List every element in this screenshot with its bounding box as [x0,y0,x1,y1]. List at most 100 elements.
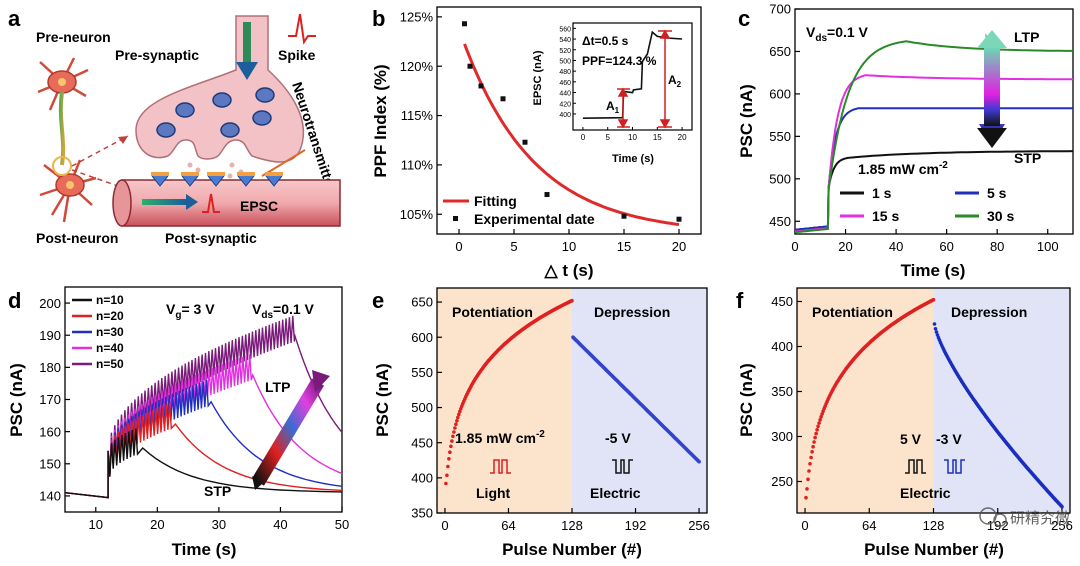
panel-c-intensity-annotation: 1.85 mW cm-2 [858,160,948,177]
panel-b-data-point [467,63,473,69]
panel-a: a Pre-neuron Pre-synaptic [8,6,341,246]
legend-fitting: Fitting [474,193,517,209]
legend-30s: 30 s [987,208,1014,224]
panel-e-potentiation-point [570,298,574,303]
panel-e-ytick-label: 650 [411,295,433,310]
panel-e-potentiation-point [447,457,451,461]
panel-f-potentiation-point [807,469,811,473]
panel-e-ytick-label: 550 [411,365,433,380]
panel-f-depression-region [933,288,1070,513]
legend-n30: n=30 [96,325,124,339]
panel-c-ytick-label: 650 [769,44,791,59]
panel-f-ytick-label: 400 [771,339,793,354]
panel-c-xlabel: Time (s) [901,261,966,280]
panel-c: c 0 20 40 60 80 100 450 500 550 600 650 700 PSC (nA… [737,2,1074,280]
negative-pulse-icon [944,459,965,474]
panel-f-depression-label: Depression [951,304,1027,320]
positive-pulse-icon [905,459,926,474]
panel-c-xtick-label: 80 [990,239,1004,254]
pre-synaptic-label: Pre-synaptic [115,47,199,63]
panel-b-ytick-label: 125% [400,10,434,25]
inset-xtick-label: 0 [581,133,586,142]
panel-f-xtick-label: 128 [923,518,945,533]
panel-f-ytick-label: 350 [771,384,793,399]
panel-d-series-n50 [64,315,343,499]
panel-b-fitting-curve [463,43,680,226]
inset-xtick-label: 5 [605,133,610,142]
panel-f-depression-point [933,327,938,331]
electric-pulse-icon [612,459,633,474]
panel-e-potentiation-point [446,464,450,469]
post-neuron-cell-icon [39,156,97,223]
panel-f-xtick-label: 0 [801,518,808,533]
panel-e-xtick-label: 256 [688,518,710,533]
panel-e-voltage: -5 V [605,430,631,446]
inset-ytick-label: 400 [559,112,571,119]
panel-d-ticks: 10 20 30 40 50 140 150 160 170 180 190 200 [39,296,349,532]
inset-ytick-label: 480 [559,69,571,76]
panel-a-label: a [8,6,21,31]
panel-d-xlabel: Time (s) [172,540,237,559]
inset-dt-annotation: Δt=0.5 s [582,34,629,48]
panel-d-ytick-label: 140 [39,489,61,504]
panel-d-ytick-label: 150 [39,456,61,471]
panel-c-vds-annotation: Vds=0.1 V [806,24,869,44]
inset-ytick-label: 540 [559,37,571,44]
pre-neuron-label: Pre-neuron [36,29,111,45]
panel-c-ytick-label: 700 [769,2,791,17]
panel-c-label: c [738,6,750,31]
panel-b-ytick-label: 110% [401,158,434,173]
panel-b-ticks: 0 5 10 15 20 105% 110% 115% 120% 125% [400,10,686,254]
panel-b-data-point [462,21,467,27]
inset-xtick-label: 10 [628,133,637,142]
panel-f-negative-voltage: -3 V [936,431,962,447]
spike-label: Spike [278,47,316,63]
panel-e-depression-point [697,459,701,464]
panel-e-ytick-label: 450 [411,435,433,450]
panel-f-potentiation-point [808,462,812,466]
panel-d-label: d [8,288,21,313]
panel-f-depression-point [935,333,940,337]
panel-e-potentiation-region [437,288,572,513]
panel-f-xlabel: Pulse Number (#) [864,540,1004,559]
inset-ytick-label: 500 [559,58,571,65]
panel-f-xtick-label: 64 [862,518,876,533]
panel-f-potentiation-point [814,431,818,436]
panel-f-potentiation-point [818,418,822,422]
panel-f-potentiation-point [813,435,817,440]
watermark-text: 研精究微 [1010,510,1070,527]
panel-e-ytick-label: 600 [411,330,433,345]
inset-xtick-label: 15 [653,133,662,142]
panel-c-stp-label: STP [1014,150,1041,166]
panel-b-data-point [621,213,627,219]
panel-f-potentiation-point [817,421,821,425]
panel-c-ytick-label: 600 [769,87,791,102]
panel-b-data-point [500,96,506,102]
panel-f-potentiation-point [812,440,816,444]
panel-e-potentiation-point [453,426,457,430]
legend-n10: n=10 [96,293,124,307]
panel-e-potentiation-point [454,422,458,427]
legend-experimental-swatch [453,216,458,221]
panel-b-ytick-label: 115% [401,108,434,123]
panel-f-potentiation-point [809,455,813,460]
zoom-connector-bottom [71,169,119,187]
panel-e-potentiation-point [455,419,459,423]
panel-e: e 0 64 128 192 256 350 400 450 500 550 600 650 PSC … [372,287,710,559]
panel-f-positive-voltage: 5 V [900,431,922,447]
panel-d-ytick-label: 170 [39,392,61,407]
panel-b-data-point [522,139,528,145]
panel-b-xtick-label: 20 [672,239,686,254]
panel-f-potentiation-point [819,415,823,419]
panel-b-inset-ticks: 0 5 10 15 20 400 420 440 460 480 500 520 540 560 [559,26,687,142]
panel-f-potentiation-point [931,297,936,302]
panel-d-series-n10 [64,428,343,499]
panel-f-ytick-label: 250 [771,474,793,489]
inset-ylabel: EPSC (nA) [532,50,544,105]
panel-c-ytick-label: 500 [769,171,791,186]
panel-e-ytick-label: 400 [411,471,433,486]
panel-f-ytick-label: 450 [771,294,793,309]
panel-f-potentiation-point [806,477,810,482]
